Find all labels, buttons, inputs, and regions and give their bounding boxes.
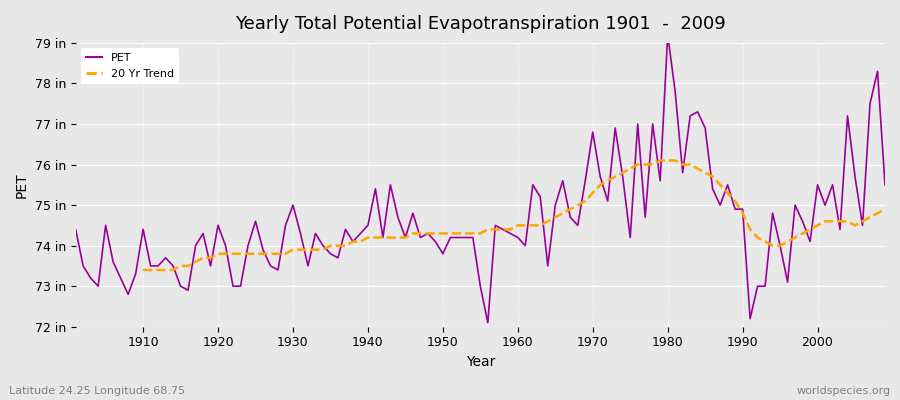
- X-axis label: Year: Year: [465, 355, 495, 369]
- Legend: PET, 20 Yr Trend: PET, 20 Yr Trend: [81, 48, 179, 83]
- Title: Yearly Total Potential Evapotranspiration 1901  -  2009: Yearly Total Potential Evapotranspiratio…: [235, 15, 725, 33]
- Text: Latitude 24.25 Longitude 68.75: Latitude 24.25 Longitude 68.75: [9, 386, 185, 396]
- Text: worldspecies.org: worldspecies.org: [796, 386, 891, 396]
- Y-axis label: PET: PET: [15, 172, 29, 198]
